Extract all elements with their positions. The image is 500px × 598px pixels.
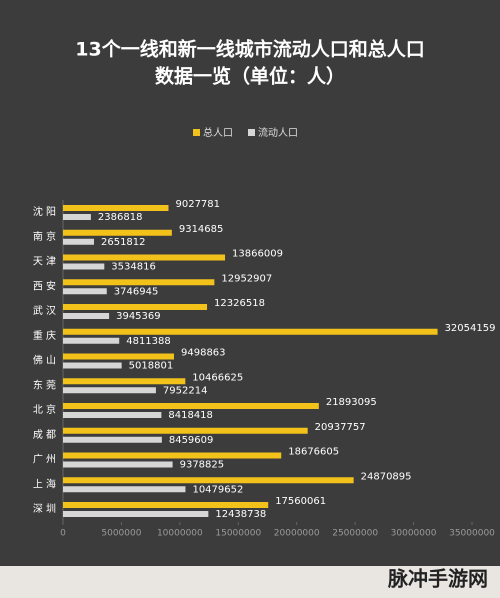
- bar: [63, 353, 175, 360]
- data-label: 21893095: [326, 397, 377, 408]
- data-label: 3534816: [111, 262, 156, 273]
- data-label: 32054159: [445, 323, 496, 334]
- legend-label: 流动人口: [258, 126, 298, 139]
- y-tick-label: 重 庆: [33, 329, 56, 342]
- x-tick-label: 5000000: [101, 529, 141, 539]
- legend-swatch: [248, 129, 255, 136]
- data-label: 7952214: [163, 385, 208, 396]
- data-label: 3746945: [114, 286, 159, 297]
- y-tick-label: 武 汉: [33, 304, 56, 317]
- data-label: 4811388: [126, 336, 171, 347]
- chart-title: 13个一线和新一线城市流动人口和总人口: [75, 38, 424, 61]
- x-tick-label: 30000000: [391, 529, 437, 539]
- data-label: 8459609: [169, 435, 214, 446]
- data-label: 18676605: [288, 447, 339, 458]
- bar: [63, 214, 91, 220]
- data-label: 9027781: [175, 199, 220, 210]
- bar: [63, 452, 282, 459]
- y-tick-label: 佛 山: [33, 354, 56, 367]
- y-tick-label: 广 州: [33, 454, 56, 466]
- y-tick-label: 上 海: [33, 477, 56, 490]
- legend-label: 总人口: [203, 126, 233, 139]
- x-tick-label: 25000000: [332, 529, 378, 539]
- x-tick-label: 15000000: [215, 529, 261, 539]
- bar: [63, 238, 94, 245]
- x-tick-label: 10000000: [157, 529, 203, 539]
- bar: [63, 502, 269, 508]
- y-tick-label: 深 圳: [33, 503, 56, 515]
- bar: [63, 403, 319, 409]
- bar: [63, 254, 226, 261]
- y-tick-label: 西 安: [33, 279, 56, 292]
- data-label: 8418418: [168, 410, 213, 421]
- bar: [63, 362, 122, 369]
- data-label: 20937757: [315, 422, 366, 433]
- data-label: 13866009: [232, 249, 283, 260]
- bar: [63, 279, 215, 286]
- y-tick-label: 沈 阳: [33, 205, 56, 218]
- bar: [63, 486, 186, 493]
- watermark: 脉冲手游网: [387, 567, 488, 591]
- bar: [63, 229, 172, 236]
- data-label: 10479652: [192, 484, 243, 495]
- x-tick-label: 35000000: [449, 529, 495, 539]
- bar: [63, 461, 173, 468]
- data-label: 2386818: [98, 212, 143, 223]
- y-tick-label: 天 津: [33, 256, 56, 268]
- y-tick-label: 东 莞: [33, 378, 56, 391]
- bar: [63, 328, 438, 335]
- bar: [63, 288, 107, 295]
- data-label: 12326518: [214, 298, 265, 309]
- bar: [63, 511, 209, 517]
- y-tick-label: 南 京: [33, 230, 56, 243]
- data-label: 9498863: [181, 348, 226, 359]
- bar: [63, 304, 208, 310]
- legend-swatch: [193, 129, 200, 136]
- y-tick-label: 成 都: [33, 429, 56, 441]
- data-label: 12952907: [221, 273, 272, 284]
- data-label: 9314685: [179, 224, 224, 235]
- bar: [63, 387, 156, 394]
- data-label: 3945369: [116, 311, 161, 322]
- footer-strip: [0, 566, 500, 598]
- data-label: 10466625: [192, 372, 243, 383]
- bar: [63, 205, 169, 211]
- bar: [63, 427, 308, 434]
- bar: [63, 263, 105, 270]
- y-tick-label: 北 京: [33, 403, 56, 416]
- data-label: 17560061: [275, 496, 326, 507]
- data-label: 24870895: [361, 471, 412, 482]
- x-tick-label: 0: [60, 529, 66, 539]
- bar: [63, 313, 110, 319]
- data-label: 5018801: [129, 361, 174, 372]
- bar: [63, 436, 162, 443]
- bar: [63, 412, 162, 418]
- chart-title: 数据一览（单位：人）: [155, 65, 345, 88]
- data-label: 9378825: [180, 460, 225, 471]
- bar: [63, 477, 354, 484]
- data-label: 2651812: [101, 237, 146, 248]
- x-tick-label: 20000000: [274, 529, 320, 539]
- data-label: 12438738: [215, 509, 266, 520]
- bar: [63, 378, 186, 385]
- bar: [63, 337, 120, 344]
